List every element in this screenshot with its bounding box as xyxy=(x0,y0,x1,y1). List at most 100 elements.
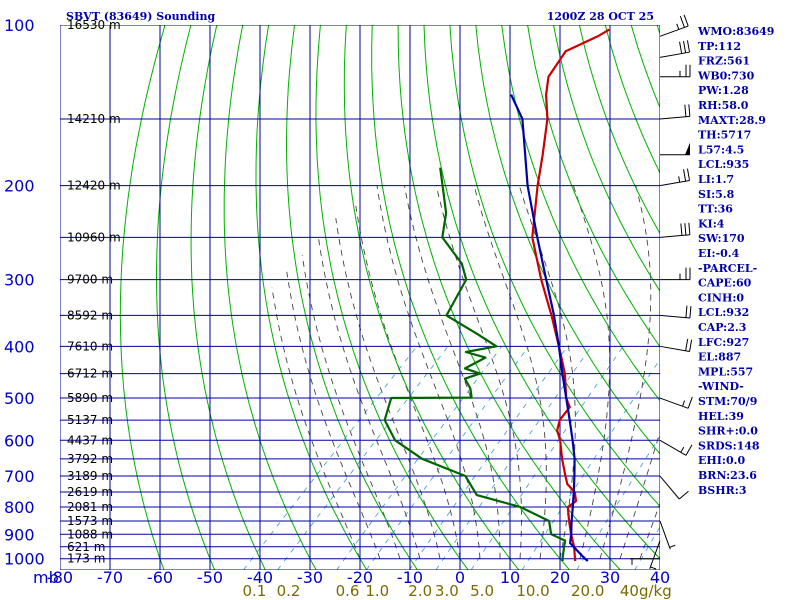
mixing-ratio-label: 5.0 xyxy=(470,582,494,600)
temperature-tick-label: -30 xyxy=(297,568,323,587)
wind-barb-flag xyxy=(684,223,687,236)
moist-adiabat xyxy=(286,271,381,559)
height-label: 3792 m xyxy=(67,452,113,466)
index-entry: HEL:39 xyxy=(698,410,744,423)
profiles xyxy=(383,28,610,562)
wind-barb-flag xyxy=(685,338,689,351)
dry-adiabat xyxy=(223,25,317,570)
dry-adiabat xyxy=(501,25,660,402)
dry-adiabat xyxy=(527,25,660,348)
pressure-tick-label: 800 xyxy=(4,498,35,517)
wind-barb-flag xyxy=(687,396,693,409)
wind-barb xyxy=(660,267,691,281)
height-label: 3189 m xyxy=(67,469,113,483)
dry-adiabat xyxy=(423,25,660,560)
pressure-tick-label: 500 xyxy=(4,389,35,408)
height-label: 10960 m xyxy=(67,230,121,244)
wind-barb xyxy=(659,305,692,319)
index-entry: MPL:557 xyxy=(698,365,753,378)
moist-adiabat xyxy=(335,218,441,559)
index-entry: SHR+:0.0 xyxy=(698,425,758,438)
height-label: 2081 m xyxy=(67,500,113,514)
pressure-ticks: 100 200 300 400 500 600 700 800 900 1000 xyxy=(4,16,45,569)
wind-barb xyxy=(659,520,676,550)
index-entry: LFC:927 xyxy=(698,336,749,349)
pressure-tick-label: 900 xyxy=(4,525,35,544)
height-label: 9700 m xyxy=(67,273,113,287)
wind-barbs xyxy=(630,14,693,570)
temperature-tick-label: 0 xyxy=(455,568,465,587)
temperature-tick-label: -70 xyxy=(97,568,123,587)
wind-barb-flag xyxy=(688,222,691,235)
index-entry: LI:1.7 xyxy=(698,173,734,186)
wind-barb-staff xyxy=(659,439,687,456)
wind-barb xyxy=(659,14,689,37)
wind-barb-half-flag xyxy=(678,176,681,183)
height-labels: 16530 m 14210 m 12420 m 10960 m 9700 m 8592 m… xyxy=(67,18,121,566)
wind-barb-staff xyxy=(659,115,690,120)
mixing-ratio-label: 40g/kg xyxy=(620,582,672,600)
wind-barb-half-flag xyxy=(682,400,686,407)
index-entry: CAP:2.3 xyxy=(698,321,746,334)
dry-adiabat xyxy=(578,25,660,235)
moist-adiabat xyxy=(518,185,576,559)
pressure-tick-label: 1000 xyxy=(4,550,45,569)
mixing-ratio-line xyxy=(365,346,530,570)
mixing-ratio-label: 0.6 xyxy=(336,582,360,600)
wind-barb-flag xyxy=(679,15,685,28)
dry-adiabat xyxy=(285,25,418,570)
dry-adiabat xyxy=(761,25,800,570)
wind-barb-staff xyxy=(659,179,690,187)
pressure-tick-label: 300 xyxy=(4,271,35,290)
index-entry: BRN:23.6 xyxy=(698,469,757,482)
mixing-ratio-label: 3.0 xyxy=(435,582,459,600)
wind-barb-staff xyxy=(649,540,661,569)
index-entry: STM:70/9 xyxy=(698,395,757,408)
index-entry: -WIND- xyxy=(698,380,744,393)
wind-barb-flag xyxy=(685,305,688,318)
wind-barb-staff xyxy=(659,345,690,353)
height-label: 4437 m xyxy=(67,433,113,447)
wind-barb xyxy=(659,168,691,187)
wind-barb-staff xyxy=(659,234,690,238)
wind-barb-flag xyxy=(685,444,693,456)
mixing-ratio-label: 20.0 xyxy=(571,582,604,600)
wind-barb-half-flag xyxy=(676,23,680,30)
wind-barb-half-flag xyxy=(680,446,685,453)
dry-adiabats xyxy=(119,25,800,570)
wind-barb-staff xyxy=(659,51,690,58)
wind-barb-flag xyxy=(689,305,692,319)
wind-barb-half-flag xyxy=(650,566,657,570)
pressure-tick-label: 200 xyxy=(4,177,35,196)
wind-barb-flag xyxy=(679,41,683,54)
pressure-tick-label: 100 xyxy=(4,16,35,35)
wind-barb-half-flag xyxy=(669,544,676,548)
wind-barb xyxy=(630,558,660,565)
height-label: 5890 m xyxy=(67,391,113,405)
index-entry: L57:4.5 xyxy=(698,143,744,156)
index-entry: EI:-0.4 xyxy=(698,247,740,260)
moist-adiabat xyxy=(572,185,611,559)
temperature-tick-label: -80 xyxy=(47,568,73,587)
index-entry: EL:887 xyxy=(698,351,741,364)
wind-barb-flag xyxy=(683,40,687,53)
wind-barb-flag xyxy=(684,104,687,117)
wind-barb-staff xyxy=(659,397,689,409)
moist-adiabat xyxy=(271,287,361,559)
wind-barb xyxy=(659,396,693,409)
index-entry: MAXT:28.9 xyxy=(698,114,766,127)
pressure-tick-label: 600 xyxy=(4,431,35,450)
height-label: 6712 m xyxy=(67,367,113,381)
index-entry: WMO:83649 xyxy=(697,25,774,38)
wind-barb xyxy=(659,439,693,456)
wind-barb xyxy=(659,222,691,238)
mixing-ratio-line xyxy=(435,346,592,570)
height-label: 16530 m xyxy=(67,18,121,32)
wind-barb xyxy=(659,475,689,500)
height-label: 1088 m xyxy=(67,527,113,541)
valid-time: 1200Z 28 OCT 25 xyxy=(547,10,654,23)
temperature-ticks: -80 -70 -60 -50 -40 -30 -20 -10 0 10 20 30 40 xyxy=(47,568,670,587)
dry-adiabat xyxy=(475,25,660,455)
wind-barb-flag xyxy=(683,169,687,182)
pressure-tick-label: 700 xyxy=(4,467,35,486)
